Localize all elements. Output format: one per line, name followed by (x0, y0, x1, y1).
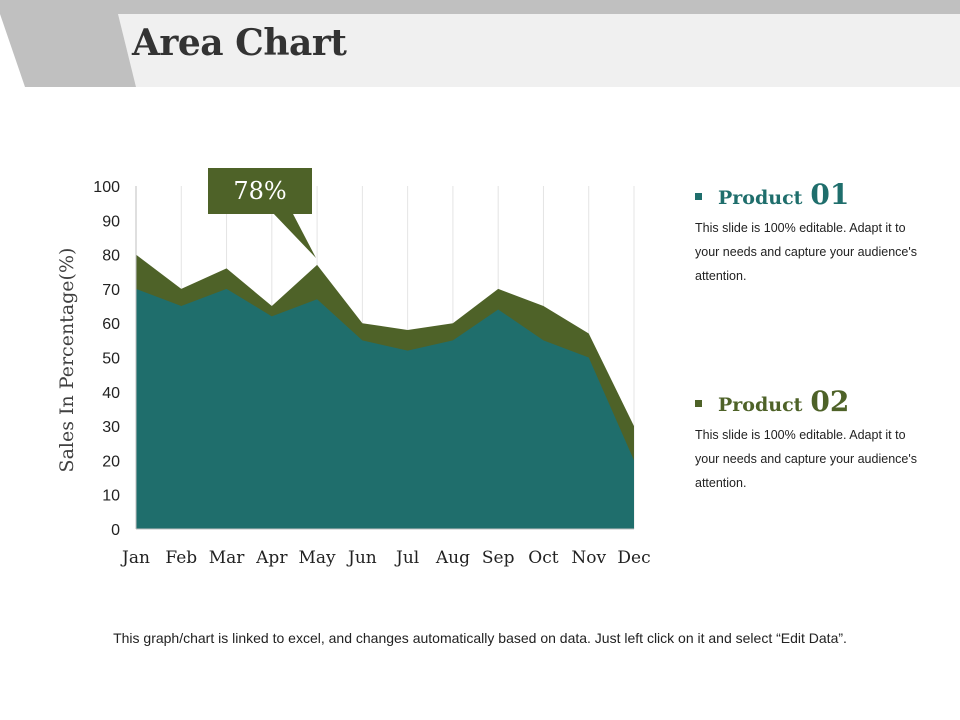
slide-title: Area Chart (132, 22, 347, 64)
x-tick-label: Apr (255, 548, 288, 568)
footer-note: This graph/chart is linked to excel, and… (113, 630, 847, 646)
callout-label: 78% (208, 168, 312, 214)
header-gray-tab (0, 14, 136, 87)
y-tick-label: 20 (102, 453, 120, 470)
x-tick-label: Feb (165, 548, 197, 568)
square-bullet-icon (695, 193, 702, 200)
y-tick-label: 40 (102, 385, 120, 402)
x-tick-label: Mar (209, 548, 246, 568)
legend-product-number: 01 (810, 178, 850, 211)
y-axis-label: Sales In Percentage(%) (56, 248, 78, 473)
legend-item-product-01: Product 01 This slide is 100% editable. … (695, 178, 935, 288)
area-series-product-01 (136, 288, 634, 529)
legend-heading: Product 01 (695, 178, 935, 212)
y-tick-label: 50 (102, 351, 120, 368)
x-tick-label: Sep (482, 548, 515, 568)
y-tick-label: 90 (102, 213, 120, 230)
y-tick-labels: 0 10 20 30 40 50 60 70 80 90 100 (93, 179, 120, 539)
y-tick-label: 0 (111, 522, 120, 539)
header-title-band (118, 14, 960, 87)
y-tick-label: 80 (102, 248, 120, 265)
y-tick-label: 100 (93, 179, 120, 196)
header-top-stripe (0, 0, 960, 14)
legend-product-name: Product (718, 187, 803, 209)
x-tick-label: Jul (394, 548, 419, 568)
x-tick-label: Oct (528, 548, 558, 568)
y-tick-label: 30 (102, 419, 120, 436)
y-tick-label: 70 (102, 282, 120, 299)
callout-pointer (272, 212, 316, 258)
legend-product-number: 02 (810, 385, 850, 418)
x-tick-label: Aug (435, 548, 470, 568)
x-tick-label: Jun (346, 548, 377, 568)
legend-item-product-02: Product 02 This slide is 100% editable. … (695, 385, 935, 495)
chart-areas (136, 254, 634, 529)
y-tick-label: 60 (102, 316, 120, 333)
header-band (0, 0, 960, 87)
square-bullet-icon (695, 400, 702, 407)
x-tick-label: Jan (120, 548, 150, 568)
y-tick-label: 10 (102, 488, 120, 505)
x-tick-labels: Jan Feb Mar Apr May Jun Jul Aug Sep Oct Nov Dec (120, 548, 651, 568)
legend-description: This slide is 100% editable. Adapt it to… (695, 428, 917, 490)
x-tick-label: Dec (617, 548, 650, 568)
x-tick-label: Nov (571, 548, 606, 568)
x-tick-label: May (299, 548, 337, 568)
legend-heading: Product 02 (695, 385, 935, 419)
legend-product-name: Product (718, 394, 803, 416)
legend-description: This slide is 100% editable. Adapt it to… (695, 221, 917, 283)
chart-axes (135, 186, 634, 530)
